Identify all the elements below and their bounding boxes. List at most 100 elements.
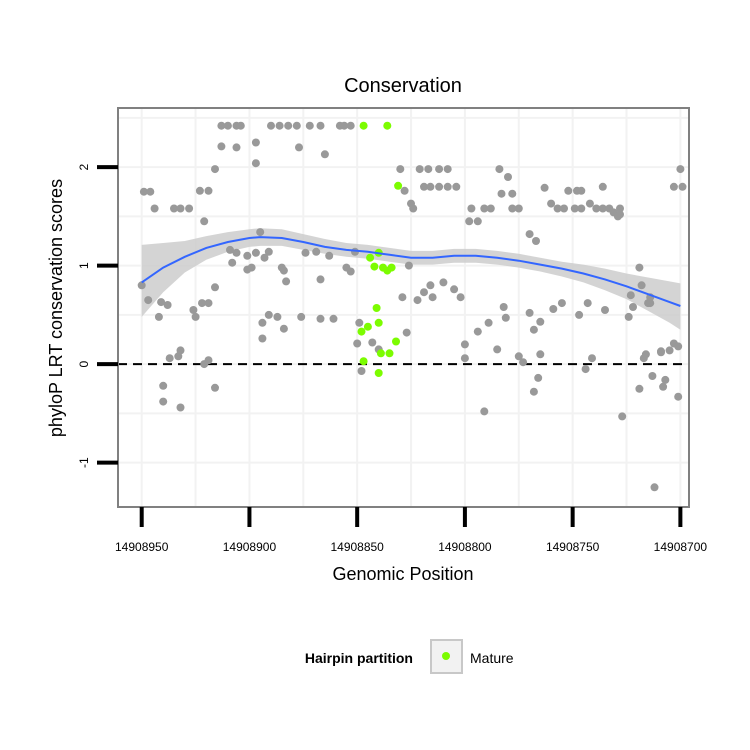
data-point (669, 182, 678, 191)
data-point (629, 303, 637, 311)
data-point (650, 483, 659, 492)
data-point (637, 281, 646, 290)
data-point (329, 314, 338, 323)
data-point (519, 358, 528, 367)
data-point (316, 121, 325, 130)
data-point (353, 339, 362, 348)
data-point (264, 247, 273, 256)
data-point (204, 186, 213, 195)
data-point (674, 342, 683, 351)
data-point (258, 318, 267, 327)
data-point (211, 165, 219, 174)
data-point (223, 121, 232, 130)
data-point (346, 121, 355, 130)
data-point (557, 299, 566, 308)
mature-point (383, 121, 392, 130)
data-point (525, 308, 534, 317)
data-point (292, 121, 301, 130)
data-point (426, 281, 435, 290)
data-point (275, 121, 284, 130)
data-point (232, 143, 241, 152)
mature-point (385, 349, 394, 358)
mature-point (392, 337, 400, 346)
data-point (564, 186, 573, 195)
data-point (577, 186, 586, 195)
data-point (355, 318, 364, 327)
data-point (284, 121, 293, 130)
x-tick-label: 14908900 (223, 540, 277, 554)
data-point (396, 165, 405, 174)
data-point (228, 258, 237, 267)
data-point (163, 301, 172, 309)
x-tick-label: 14908850 (330, 540, 384, 554)
data-point (301, 248, 310, 257)
data-point (297, 312, 306, 321)
legend-key-mature-point (442, 652, 450, 660)
data-point (486, 204, 495, 213)
mature-point (387, 263, 396, 272)
data-point (217, 142, 226, 151)
data-point (176, 403, 185, 412)
data-point (598, 204, 607, 213)
legend: Hairpin partition Mature (305, 639, 514, 674)
y-tick-label: 0 (77, 360, 91, 367)
data-point (460, 340, 469, 349)
data-point (499, 303, 508, 311)
mature-point (370, 262, 379, 271)
data-point (452, 182, 461, 191)
data-point (661, 375, 670, 384)
data-point (400, 186, 409, 195)
data-point (536, 317, 545, 326)
mature-point (374, 318, 383, 327)
data-point (473, 327, 482, 336)
data-point (260, 253, 269, 262)
data-point (204, 299, 213, 308)
data-point (560, 204, 568, 213)
chart-title: Conservation (344, 75, 462, 97)
data-point (185, 204, 194, 213)
y-tick-label: 1 (77, 262, 91, 269)
data-point (598, 182, 607, 191)
data-point (279, 266, 288, 275)
data-point (674, 392, 683, 401)
data-point (320, 150, 329, 159)
plot-panel-border (117, 107, 690, 508)
mature-point (363, 322, 372, 331)
data-point (273, 312, 282, 321)
data-point (635, 384, 644, 393)
data-point (435, 182, 444, 191)
data-point (402, 328, 411, 337)
data-point (165, 354, 174, 363)
data-point (536, 350, 545, 359)
data-point (439, 278, 448, 287)
data-point (398, 293, 407, 302)
data-point (176, 346, 185, 355)
legend-label-mature: Mature (470, 650, 514, 666)
data-point (137, 281, 146, 290)
data-point (547, 199, 556, 208)
data-point (357, 367, 366, 375)
data-point (316, 314, 325, 323)
data-point (251, 138, 260, 147)
data-point (659, 382, 668, 391)
data-point (601, 306, 609, 314)
data-point (211, 383, 219, 392)
data-point (624, 312, 633, 321)
x-tick-label: 14908700 (654, 540, 708, 554)
data-point (641, 350, 650, 359)
data-point (346, 267, 355, 276)
data-point (195, 186, 204, 195)
data-point (657, 347, 665, 356)
data-point (456, 293, 465, 302)
data-point (592, 204, 601, 213)
data-point (211, 283, 219, 292)
mature-point (357, 327, 366, 336)
data-point (676, 165, 685, 174)
data-point (312, 247, 321, 256)
data-point (413, 296, 422, 305)
data-point (493, 345, 502, 354)
data-point (529, 325, 538, 334)
data-point (626, 291, 635, 300)
data-point (305, 121, 314, 130)
